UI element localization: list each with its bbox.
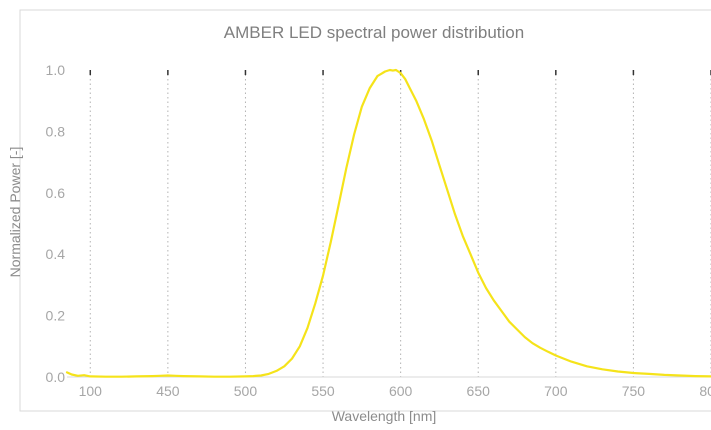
series-line — [65, 68, 711, 378]
y-tick-label: 0.2 — [46, 308, 66, 324]
x-tick-label: 100 — [79, 383, 103, 399]
x-tick-label: 700 — [544, 383, 568, 399]
x-tick-label: 500 — [234, 383, 258, 399]
y-axis-label: Normalized Power [-] — [7, 147, 23, 278]
series-layer — [65, 68, 711, 378]
y-tick-label: 0.4 — [46, 246, 66, 262]
y-tick-label: 0.0 — [46, 369, 66, 385]
x-tick-label: 550 — [311, 383, 335, 399]
x-tick-labels: 100 450 500 550 600 650 700 750 800 — [79, 383, 711, 399]
y-tick-label: 1.0 — [46, 62, 66, 78]
y-tick-labels: 0.0 0.2 0.4 0.6 0.8 1.0 — [46, 62, 66, 385]
y-tick-label: 0.6 — [46, 185, 66, 201]
x-tick-label: 650 — [467, 383, 491, 399]
y-tick-label: 0.8 — [46, 123, 66, 139]
x-axis-label: Wavelength [nm] — [332, 408, 437, 424]
x-tick-label: 600 — [389, 383, 413, 399]
chart-frame — [19, 9, 711, 412]
x-tick-label: 750 — [622, 383, 646, 399]
grid-layer — [89, 70, 711, 377]
chart-title: AMBER LED spectral power distribution — [224, 23, 524, 42]
x-tick-label: 800 — [699, 383, 711, 399]
x-tick-label: 450 — [156, 383, 180, 399]
